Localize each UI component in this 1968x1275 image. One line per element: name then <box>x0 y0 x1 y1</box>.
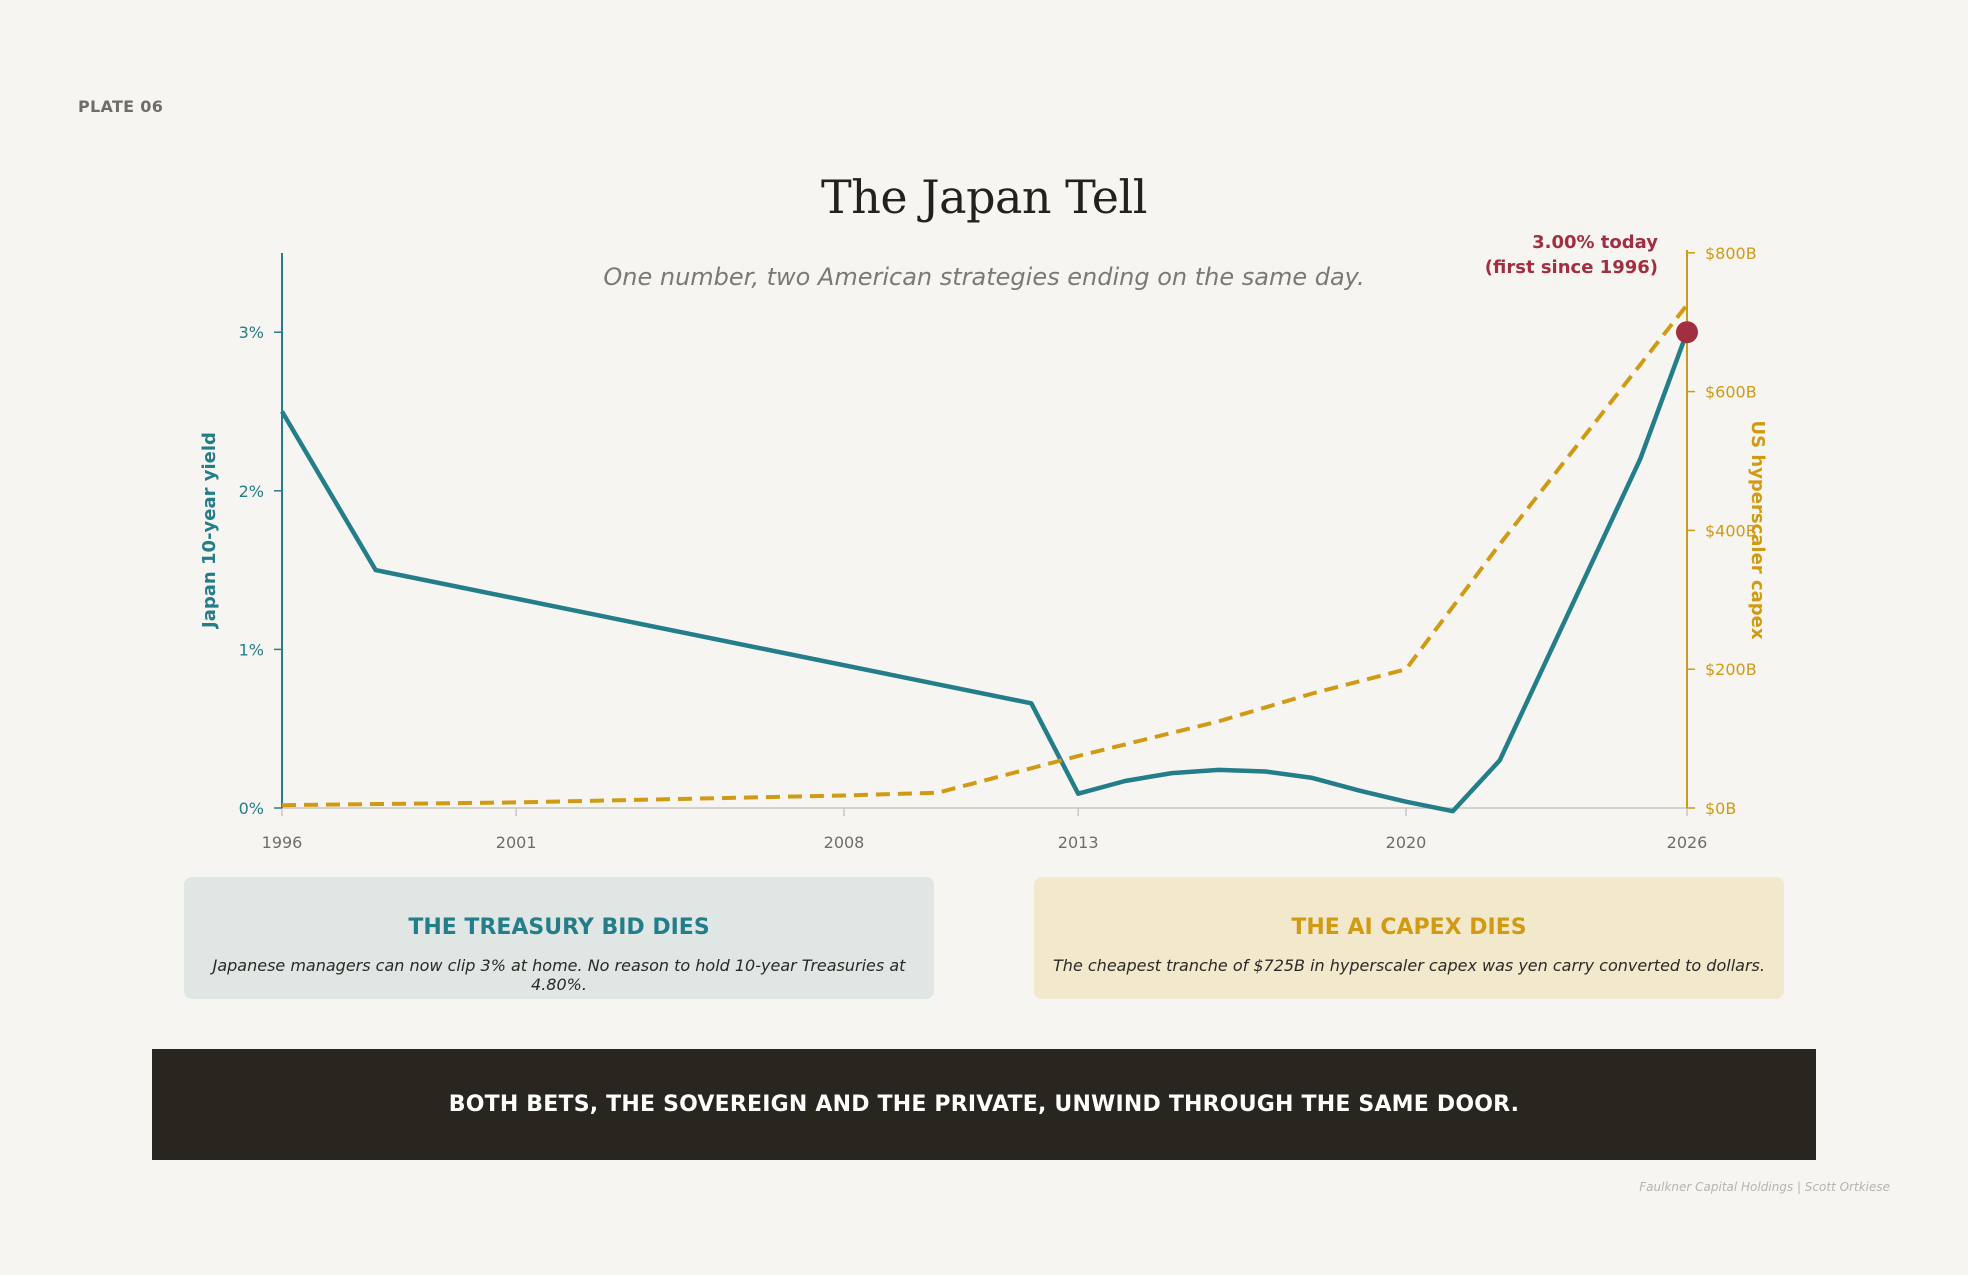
left-axis-title: Japan 10-year yield <box>199 432 220 630</box>
series-group <box>280 303 1698 814</box>
left-tick-label: 2% <box>239 482 264 501</box>
axes <box>274 250 1695 816</box>
card-treasury-bid: THE TREASURY BID DIES Japanese managers … <box>184 877 934 999</box>
card-ai-capex: THE AI CAPEX DIES The cheapest tranche o… <box>1034 877 1784 999</box>
left-tick-label: 0% <box>239 799 264 818</box>
dual-axis-line-chart: 1996 2001 2008 2013 2020 2026 0% 1% 2% 3% $0B $200B… <box>199 232 1768 852</box>
series-line-japan-yield <box>280 331 1690 814</box>
right-axis-title: US hyperscaler capex <box>1747 421 1768 640</box>
credit-line: Faulkner Capital Holdings | Scott Ortkie… <box>1639 1180 1890 1194</box>
chart-subtitle: One number, two American strategies endi… <box>603 263 1365 291</box>
right-tick-label: $600B <box>1705 383 1757 402</box>
labels-group: 1996 2001 2008 2013 2020 2026 0% 1% 2% 3% $0B $200B… <box>199 232 1768 852</box>
x-tick-label: 2020 <box>1386 833 1427 852</box>
left-tick-label: 3% <box>239 323 264 342</box>
chart-title: The Japan Tell <box>821 170 1147 224</box>
annotation-line-1: 3.00% today <box>1532 232 1658 253</box>
right-tick-label: $0B <box>1705 799 1736 818</box>
conclusion-banner: BOTH BETS, THE SOVEREIGN AND THE PRIVATE… <box>152 1049 1816 1160</box>
annotation-marker <box>1676 321 1698 344</box>
x-tick-label: 2026 <box>1667 833 1708 852</box>
right-tick-label: $400B <box>1705 521 1757 540</box>
card-treasury-text: Japanese managers can now clip 3% at hom… <box>212 956 906 994</box>
right-tick-label: $800B <box>1705 244 1757 263</box>
right-tick-label: $200B <box>1705 660 1757 679</box>
plate-label: PLATE 06 <box>78 97 164 116</box>
x-tick-label: 2008 <box>824 833 865 852</box>
left-tick-label: 1% <box>239 640 264 659</box>
card-capex-title: THE AI CAPEX DIES <box>1291 915 1527 940</box>
card-treasury-title: THE TREASURY BID DIES <box>408 915 710 940</box>
card-capex-text: The cheapest tranche of $725B in hypersc… <box>1053 956 1765 975</box>
annotation-line-2: (first since 1996) <box>1485 257 1658 278</box>
x-tick-label: 2001 <box>496 833 537 852</box>
x-tick-label: 2013 <box>1058 833 1099 852</box>
series-line-hyperscaler-capex <box>281 303 1689 808</box>
x-tick-label: 1996 <box>262 833 303 852</box>
